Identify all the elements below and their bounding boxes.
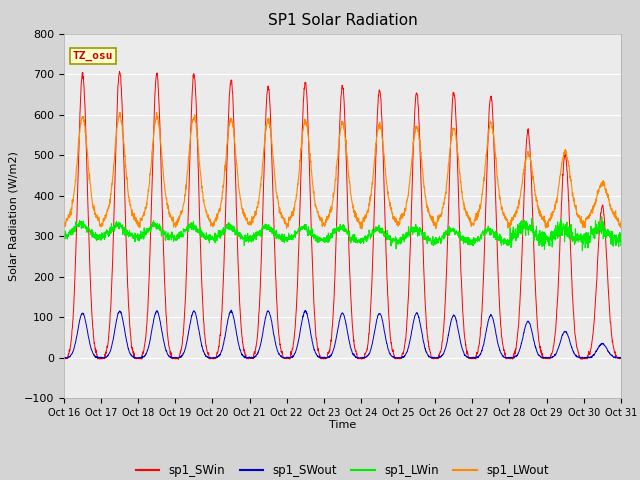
Legend: sp1_SWin, sp1_SWout, sp1_LWin, sp1_LWout: sp1_SWin, sp1_SWout, sp1_LWin, sp1_LWout <box>131 459 554 480</box>
sp1_LWin <box>598 214 605 219</box>
sp1_SWin <box>116 69 124 74</box>
sp1_LWin <box>358 239 366 244</box>
sp1_SWin <box>359 356 367 361</box>
sp1_SWout <box>60 355 68 361</box>
sp1_SWout <box>228 307 236 313</box>
sp1_LWin <box>504 242 512 248</box>
Line: sp1_LWout: sp1_LWout <box>64 112 621 229</box>
sp1_SWin <box>579 357 586 362</box>
Line: sp1_LWin: sp1_LWin <box>64 216 621 251</box>
sp1_SWin <box>584 352 591 358</box>
sp1_LWin <box>216 234 223 240</box>
sp1_SWin <box>60 356 68 361</box>
sp1_SWout <box>568 344 575 350</box>
Text: TZ_osu: TZ_osu <box>72 51 113 61</box>
Line: sp1_SWout: sp1_SWout <box>64 310 621 358</box>
sp1_LWin <box>617 243 625 249</box>
sp1_SWout <box>584 354 591 360</box>
sp1_LWout <box>617 219 625 225</box>
sp1_SWin <box>617 356 625 361</box>
sp1_LWin <box>584 230 591 236</box>
X-axis label: Time: Time <box>329 420 356 430</box>
sp1_SWout <box>371 327 379 333</box>
sp1_SWout <box>216 353 223 359</box>
sp1_LWout <box>60 222 68 228</box>
Title: SP1 Solar Radiation: SP1 Solar Radiation <box>268 13 417 28</box>
sp1_LWout <box>358 226 365 232</box>
sp1_LWout <box>216 205 223 211</box>
sp1_SWin <box>216 337 223 343</box>
sp1_SWin <box>568 276 575 282</box>
sp1_LWout <box>505 219 513 225</box>
sp1_LWout <box>568 187 576 192</box>
sp1_SWout <box>617 355 625 361</box>
sp1_LWout <box>371 153 379 158</box>
sp1_LWin <box>371 229 378 235</box>
Y-axis label: Solar Radiation (W/m2): Solar Radiation (W/m2) <box>8 151 19 281</box>
sp1_LWout <box>359 217 367 223</box>
sp1_LWin <box>579 248 586 253</box>
sp1_LWin <box>568 231 575 237</box>
sp1_SWin <box>371 190 379 196</box>
Line: sp1_SWin: sp1_SWin <box>64 72 621 360</box>
sp1_LWout <box>116 109 124 115</box>
sp1_SWin <box>504 355 512 361</box>
sp1_SWout <box>359 355 367 361</box>
sp1_LWout <box>584 215 591 221</box>
sp1_SWout <box>504 355 512 360</box>
sp1_LWin <box>60 235 68 240</box>
